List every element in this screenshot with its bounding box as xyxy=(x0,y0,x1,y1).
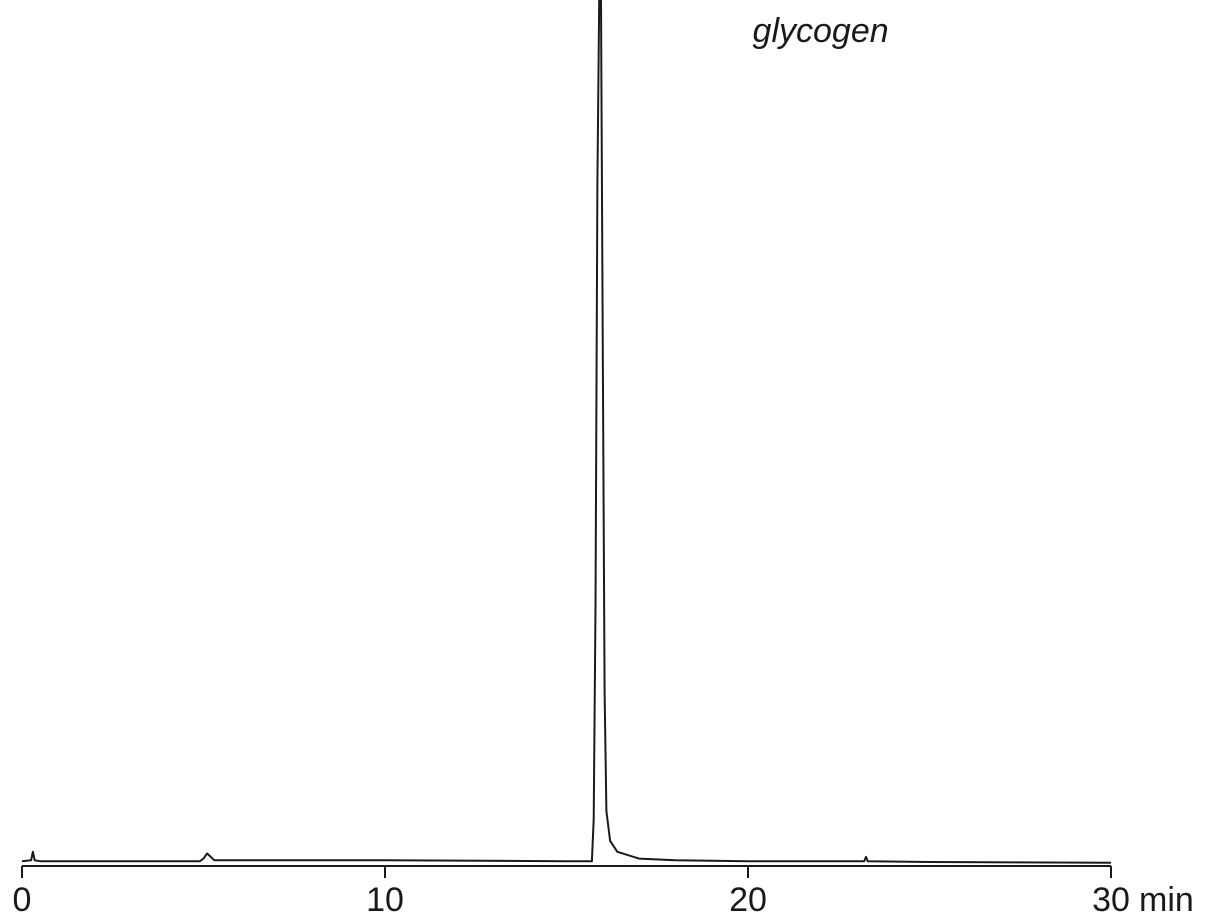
x-tick-label-20: 20 xyxy=(729,881,767,919)
x-axis-tick-labels: 0 10 20 30 xyxy=(13,881,1130,919)
x-tick-label-0: 0 xyxy=(13,881,32,919)
x-tick-label-10: 10 xyxy=(366,881,404,919)
x-axis-ticks xyxy=(21,866,1112,878)
x-axis-unit-label: min xyxy=(1139,881,1194,919)
chromatogram-trace xyxy=(21,0,1112,864)
x-tick-label-30: 30 xyxy=(1092,881,1130,919)
peak-annotation-glycogen: glycogen xyxy=(753,12,889,50)
